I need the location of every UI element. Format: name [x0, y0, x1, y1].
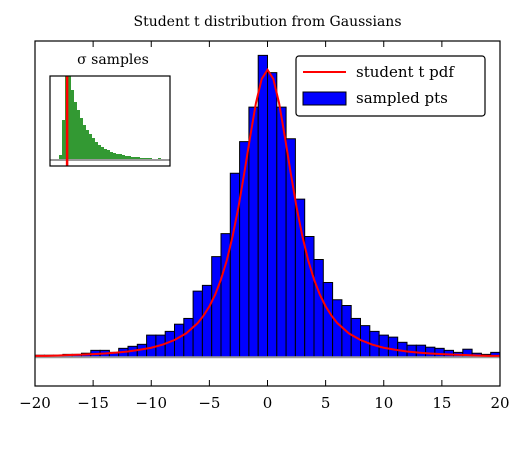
bar — [332, 299, 343, 358]
bar — [113, 153, 116, 160]
bar — [174, 323, 185, 358]
pdf-line — [35, 67, 500, 357]
bar — [116, 154, 119, 160]
x-tick-label: −5 — [198, 394, 220, 412]
bar — [211, 256, 222, 358]
x-tick-label: 0 — [263, 394, 273, 412]
bar — [425, 346, 436, 358]
bar — [128, 156, 131, 160]
bar — [322, 282, 334, 358]
legend-label: student t pdf — [356, 63, 455, 81]
bar — [95, 142, 98, 160]
bar — [122, 155, 125, 160]
bar — [183, 317, 194, 358]
x-tick-label: −20 — [19, 394, 51, 412]
bar — [134, 157, 137, 160]
bar — [276, 106, 287, 358]
title: Student t distribution from Gaussians — [133, 14, 401, 30]
bar — [71, 90, 74, 160]
x-tick-label: 15 — [432, 394, 451, 412]
legend-swatch — [302, 91, 347, 106]
bar — [101, 147, 104, 160]
bar — [434, 347, 445, 358]
bar — [92, 138, 95, 160]
bar — [313, 259, 324, 358]
bar — [110, 152, 113, 160]
bar — [107, 150, 110, 160]
bar — [164, 330, 175, 358]
bar — [387, 336, 399, 358]
bar — [86, 130, 89, 160]
bar — [201, 284, 213, 358]
bar — [257, 54, 269, 358]
bar — [59, 155, 62, 160]
title: σ samples — [77, 52, 149, 68]
axes-frame — [49, 75, 171, 167]
bar — [229, 172, 241, 358]
bar — [267, 72, 278, 358]
bar — [104, 149, 107, 160]
bar — [98, 145, 101, 160]
bar — [62, 120, 65, 160]
x-tick-label: 5 — [321, 394, 331, 412]
x-tick-label: 20 — [490, 394, 509, 412]
bar — [89, 134, 92, 160]
bar — [83, 125, 86, 160]
bar — [80, 118, 83, 160]
bar — [248, 106, 259, 358]
bar — [415, 344, 427, 358]
bar — [119, 154, 122, 160]
bar — [68, 76, 71, 160]
x-tick-label: −10 — [135, 394, 167, 412]
bar — [125, 156, 128, 160]
legend-label: sampled pts — [356, 89, 448, 107]
bar — [74, 102, 77, 160]
bar — [137, 157, 140, 160]
bar — [77, 110, 80, 160]
bar — [131, 157, 134, 160]
x-tick-label: 10 — [374, 394, 393, 412]
x-tick-label: −15 — [77, 394, 109, 412]
